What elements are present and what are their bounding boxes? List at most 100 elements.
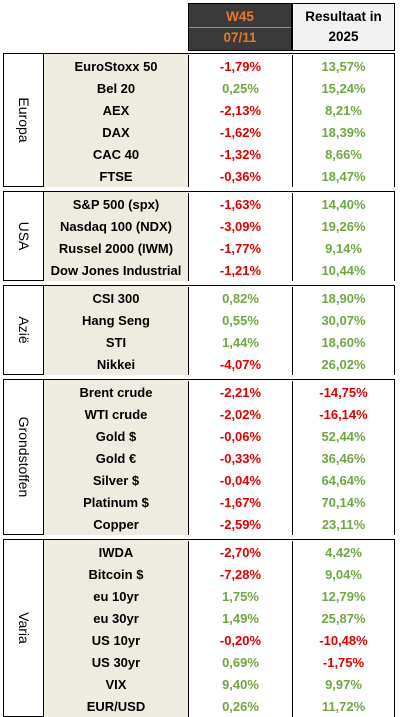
instrument-name: Russel 2000 (IWM)	[44, 237, 188, 259]
header-week: W45 07/11	[188, 3, 292, 51]
table-row: FTSE -0,36% 18,47%	[44, 165, 394, 187]
table-row: IWDA -2,70% 4,42%	[44, 541, 394, 563]
table-row: Platinum $ -1,67% 70,14%	[44, 491, 394, 513]
header-result: Resultaat in 2025	[292, 3, 395, 51]
instrument-name: Dow Jones Industrial	[44, 259, 188, 281]
week-change: -0,36%	[188, 165, 292, 187]
year-result: 18,47%	[292, 165, 394, 187]
year-result: 11,72%	[292, 695, 394, 717]
year-result: 9,97%	[292, 673, 394, 695]
week-change: -2,02%	[188, 403, 292, 425]
year-result: 9,04%	[292, 563, 394, 585]
week-change: 1,44%	[188, 331, 292, 353]
instrument-name: Hang Seng	[44, 309, 188, 331]
table-row: Hang Seng 0,55% 30,07%	[44, 309, 394, 331]
instrument-name: Bitcoin $	[44, 563, 188, 585]
group-europa: Europa EuroStoxx 50 -1,79% 13,57% Bel 20 0,25…	[3, 53, 395, 187]
year-result: 23,11%	[292, 513, 394, 535]
table-row: Bitcoin $ -7,28% 9,04%	[44, 563, 394, 585]
table-row: Copper -2,59% 23,11%	[44, 513, 394, 535]
week-change: -0,20%	[188, 629, 292, 651]
year-result: 9,14%	[292, 237, 394, 259]
year-result: -1,75%	[292, 651, 394, 673]
instrument-name: eu 10yr	[44, 585, 188, 607]
group-grondstoffen: Grondstoffen Brent crude -2,21% -14,75% WTI …	[3, 379, 395, 535]
table-row: VIX 9,40% 9,97%	[44, 673, 394, 695]
header-result-year: 2025	[328, 29, 359, 44]
instrument-name: EUR/USD	[44, 695, 188, 717]
year-result: 64,64%	[292, 469, 394, 491]
group-label: Azië	[4, 286, 44, 374]
instrument-name: Gold €	[44, 447, 188, 469]
week-change: -0,06%	[188, 425, 292, 447]
week-change: -1,62%	[188, 121, 292, 143]
instrument-name: AEX	[44, 99, 188, 121]
instrument-name: DAX	[44, 121, 188, 143]
week-change: -2,13%	[188, 99, 292, 121]
group-label: Europa	[4, 54, 44, 186]
group-label-text: USA	[15, 221, 32, 251]
week-change: -1,63%	[188, 193, 292, 215]
week-change: 1,49%	[188, 607, 292, 629]
week-change: 0,69%	[188, 651, 292, 673]
table-row: Gold € -0,33% 36,46%	[44, 447, 394, 469]
instrument-name: CAC 40	[44, 143, 188, 165]
year-result: 18,39%	[292, 121, 394, 143]
instrument-name: Nasdaq 100 (NDX)	[44, 215, 188, 237]
week-change: -0,33%	[188, 447, 292, 469]
week-change: -4,07%	[188, 353, 292, 375]
week-change: 1,75%	[188, 585, 292, 607]
group-label: USA	[4, 192, 44, 280]
week-change: -0,04%	[188, 469, 292, 491]
table-row: CAC 40 -1,32% 8,66%	[44, 143, 394, 165]
instrument-name: US 30yr	[44, 651, 188, 673]
header-result-label: Resultaat in	[305, 9, 382, 24]
table-row: eu 10yr 1,75% 12,79%	[44, 585, 394, 607]
year-result: 18,60%	[292, 331, 394, 353]
year-result: 26,02%	[292, 353, 394, 375]
week-change: 0,55%	[188, 309, 292, 331]
group-label-text: Azië	[15, 316, 32, 344]
instrument-name: US 10yr	[44, 629, 188, 651]
table-row: EuroStoxx 50 -1,79% 13,57%	[44, 55, 394, 77]
instrument-name: Brent crude	[44, 381, 188, 403]
instrument-name: FTSE	[44, 165, 188, 187]
table-row: DAX -1,62% 18,39%	[44, 121, 394, 143]
group-label-text: Europa	[15, 97, 32, 143]
table-row: Dow Jones Industrial -1,21% 10,44%	[44, 259, 394, 281]
group-label-text: Grondstoffen	[15, 416, 32, 498]
table-row: Gold $ -0,06% 52,44%	[44, 425, 394, 447]
table-row: Silver $ -0,04% 64,64%	[44, 469, 394, 491]
year-result: 4,42%	[292, 541, 394, 563]
instrument-name: IWDA	[44, 541, 188, 563]
week-change: -1,32%	[188, 143, 292, 165]
year-result: 30,07%	[292, 309, 394, 331]
week-change: -7,28%	[188, 563, 292, 585]
week-change: -2,59%	[188, 513, 292, 535]
year-result: -10,48%	[292, 629, 394, 651]
week-change: -1,67%	[188, 491, 292, 513]
instrument-name: VIX	[44, 673, 188, 695]
group-azi-: Azië CSI 300 0,82% 18,90% Hang Seng 0,55% 30,0…	[3, 285, 395, 375]
week-change: -1,21%	[188, 259, 292, 281]
year-result: -14,75%	[292, 381, 394, 403]
instrument-name: WTI crude	[44, 403, 188, 425]
instrument-name: Copper	[44, 513, 188, 535]
table-row: Brent crude -2,21% -14,75%	[44, 381, 394, 403]
week-change: -2,21%	[188, 381, 292, 403]
table-row: S&P 500 (spx) -1,63% 14,40%	[44, 193, 394, 215]
group-varia: Varia IWDA -2,70% 4,42% Bitcoin $ -7,28% 9,04%…	[3, 539, 395, 717]
year-result: 8,66%	[292, 143, 394, 165]
year-result: 25,87%	[292, 607, 394, 629]
instrument-name: Bel 20	[44, 77, 188, 99]
year-result: 19,26%	[292, 215, 394, 237]
instrument-name: S&P 500 (spx)	[44, 193, 188, 215]
year-result: 14,40%	[292, 193, 394, 215]
table-row: Bel 20 0,25% 15,24%	[44, 77, 394, 99]
table-row: Russel 2000 (IWM) -1,77% 9,14%	[44, 237, 394, 259]
table-row: EUR/USD 0,26% 11,72%	[44, 695, 394, 717]
week-change: 9,40%	[188, 673, 292, 695]
year-result: 10,44%	[292, 259, 394, 281]
instrument-name: EuroStoxx 50	[44, 55, 188, 77]
table-row: CSI 300 0,82% 18,90%	[44, 287, 394, 309]
